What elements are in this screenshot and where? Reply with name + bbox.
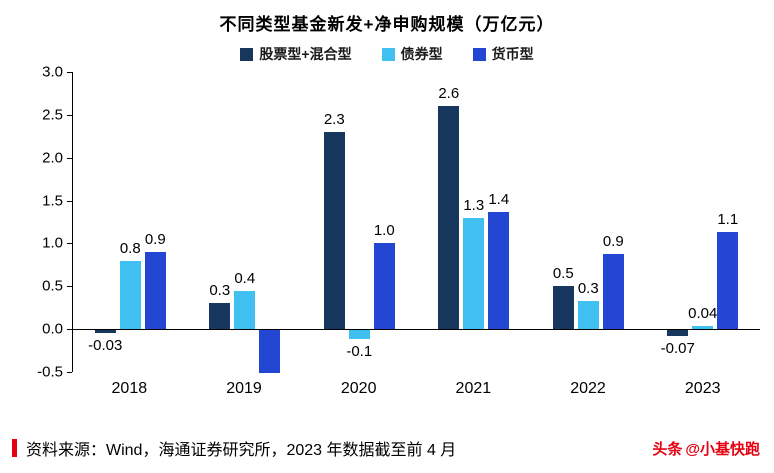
- bar-value-label: 0.04: [688, 304, 718, 322]
- x-category-label: 2018: [111, 380, 148, 397]
- bar-value-label: 0.8: [119, 239, 141, 257]
- bar-value-label: 0.3: [577, 279, 599, 297]
- x-category-label: 2019: [226, 380, 262, 397]
- bar-2019-series-2: [259, 330, 281, 373]
- bar-2020-series-0: [323, 132, 345, 330]
- bar-group-2020: 2.3 -0.1 1.0: [302, 72, 417, 372]
- y-tick-label: 0.5: [42, 277, 63, 295]
- y-tick-mark: [67, 114, 72, 116]
- bar-value-label: 2.6: [438, 85, 460, 103]
- bar-2020-series-1: [348, 330, 370, 339]
- x-category-label: 2021: [455, 380, 492, 397]
- bar-2023-series-2: [717, 232, 739, 330]
- bar-2021-series-0: [438, 106, 460, 330]
- bar-2019-series-0: [209, 303, 231, 330]
- bar-value-label: 1.0: [373, 222, 395, 240]
- bar-group-2019: 0.3 0.4: [188, 72, 303, 373]
- y-tick-label: 2.0: [42, 149, 63, 167]
- bar-2023-series-0: [667, 330, 689, 337]
- bar-2023-series-1: [692, 325, 714, 330]
- y-tick-label: 0.0: [42, 320, 63, 338]
- bar-2018-series-2: [144, 252, 166, 330]
- y-tick-mark: [67, 329, 72, 331]
- legend-swatch-icon: [240, 47, 254, 61]
- y-tick-label: 2.5: [42, 106, 63, 124]
- bar-value-label: 1.1: [717, 211, 739, 229]
- x-category-label: 2023: [684, 380, 721, 397]
- bar-2019-series-1: [234, 290, 256, 330]
- legend-label: 股票型+混合型: [259, 46, 352, 62]
- bar-2018-series-1: [119, 260, 141, 330]
- bar-value-label: 0.5: [552, 265, 574, 283]
- bar-value-label: 1.4: [488, 190, 510, 208]
- y-tick-label: 3.0: [42, 63, 63, 81]
- plot-area: 3.0 2.5 2.0 1.5 1.0 0.5 0.0 -0.5 -0.03 0.8 0.9 0.3 0…: [37, 64, 761, 381]
- y-tick-mark: [67, 372, 72, 373]
- footer-source-text: 资料来源：Wind，海通证券研究所，2023 年数据截至前 4 月: [26, 442, 457, 459]
- bar-2020-series-2: [373, 243, 395, 330]
- legend-swatch-icon: [472, 47, 486, 61]
- legend-swatch-icon: [381, 47, 395, 61]
- y-tick-mark: [67, 157, 72, 159]
- bar-groups: -0.03 0.8 0.9 0.3 0.4 2.3 -0.1 1.0 2.6 1.3 1.4 0.5 0…: [73, 72, 761, 373]
- watermark: 头条 @小基快跑: [652, 438, 760, 459]
- x-axis-labels: 2018 2019 2020 2021 2022 2023: [72, 380, 760, 398]
- y-tick-mark: [67, 72, 72, 73]
- bar-2022-series-2: [602, 253, 624, 330]
- bar-value-label: 1.3: [463, 196, 485, 214]
- footer-accent-bar-icon: [12, 439, 17, 457]
- watermark-brand: 头条: [652, 441, 683, 458]
- bar-group-2022: 0.5 0.3 0.9: [531, 72, 646, 372]
- legend-item: 股票型+混合型: [240, 44, 352, 64]
- y-tick-label: -0.5: [37, 363, 63, 381]
- legend-item: 货币型: [472, 44, 534, 64]
- footer-source: 资料来源：Wind，海通证券研究所，2023 年数据截至前 4 月: [12, 436, 456, 460]
- y-tick-mark: [67, 286, 72, 288]
- bar-value-label: 2.3: [323, 111, 345, 128]
- x-axis-line: [72, 329, 760, 331]
- bar-2018-series-0: [94, 330, 116, 333]
- y-axis-line: [72, 72, 73, 372]
- bar-2022-series-1: [577, 300, 599, 330]
- bar-value-label: 0.4: [234, 269, 256, 287]
- x-category-label: 2022: [570, 380, 606, 397]
- legend: 股票型+混合型 债券型 货币型: [0, 44, 774, 64]
- bar-value-label: -0.07: [660, 340, 695, 358]
- y-tick-mark: [67, 243, 72, 245]
- bar-group-2021: 2.6 1.3 1.4: [417, 72, 532, 372]
- bar-2021-series-1: [463, 217, 485, 330]
- chart-title: 不同类型基金新发+净申购规模（万亿元）: [219, 15, 555, 34]
- bar-group-2018: -0.03 0.8 0.9: [73, 72, 188, 372]
- bar-group-2023: -0.07 0.04 1.1: [646, 72, 761, 372]
- bar-value-label: 0.9: [602, 232, 624, 250]
- legend-label: 债券型: [400, 46, 443, 62]
- bar-value-label: -0.1: [346, 342, 373, 360]
- bar-2021-series-2: [488, 211, 510, 330]
- watermark-handle: @小基快跑: [685, 441, 760, 458]
- legend-label: 货币型: [491, 46, 534, 62]
- legend-item: 债券型: [381, 44, 443, 64]
- y-tick-label: 1.0: [42, 234, 63, 252]
- bar-value-label: -0.03: [88, 336, 123, 354]
- bar-value-label: 0.9: [144, 231, 166, 248]
- y-tick-mark: [67, 200, 72, 202]
- bar-value-label: 0.3: [209, 282, 231, 300]
- x-category-label: 2020: [340, 380, 377, 397]
- y-tick-label: 1.5: [42, 192, 63, 210]
- bar-2022-series-0: [552, 286, 574, 330]
